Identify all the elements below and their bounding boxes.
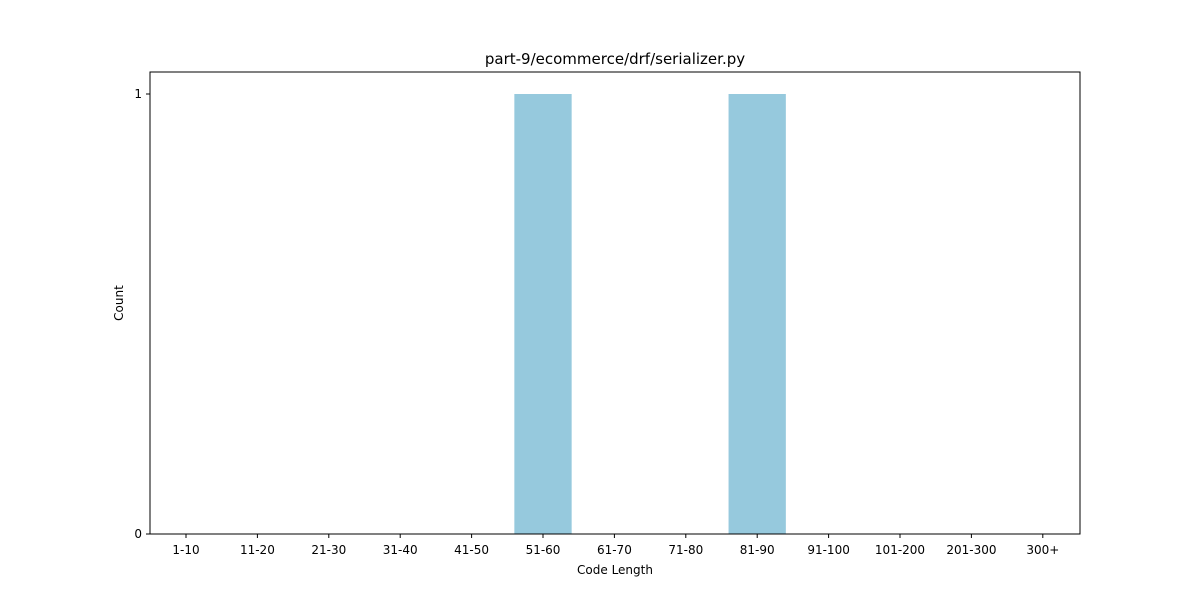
- x-tick-label: 21-30: [311, 543, 346, 557]
- y-tick-label: 1: [134, 87, 142, 101]
- plot-frame: [149, 71, 1081, 535]
- chart-title: part-9/ecommerce/drf/serializer.py: [485, 50, 745, 68]
- bar-51-60: [514, 94, 572, 534]
- x-tick-label: 81-90: [740, 543, 775, 557]
- x-tick-label: 41-50: [454, 543, 489, 557]
- x-tick-label: 300+: [1026, 543, 1059, 557]
- x-axis-label: Code Length: [577, 563, 653, 577]
- x-tick-label: 51-60: [526, 543, 561, 557]
- x-tick-label: 91-100: [807, 543, 850, 557]
- bar-81-90: [728, 94, 786, 534]
- x-axis: 1-10 11-20 21-30 31-40 41-50 51-60 61-70 71-80 8…: [172, 534, 1059, 557]
- x-tick-label: 1-10: [172, 543, 199, 557]
- y-axis: 01: [134, 87, 150, 541]
- x-tick-label: 11-20: [240, 543, 275, 557]
- x-tick-label: 71-80: [668, 543, 703, 557]
- x-tick-label: 101-200: [875, 543, 925, 557]
- y-tick-label: 0: [134, 527, 142, 541]
- x-tick-label: 31-40: [383, 543, 418, 557]
- bars: [514, 94, 786, 534]
- x-tick-label: 61-70: [597, 543, 632, 557]
- y-axis-label: Count: [112, 285, 126, 321]
- x-tick-label: 201-300: [946, 543, 996, 557]
